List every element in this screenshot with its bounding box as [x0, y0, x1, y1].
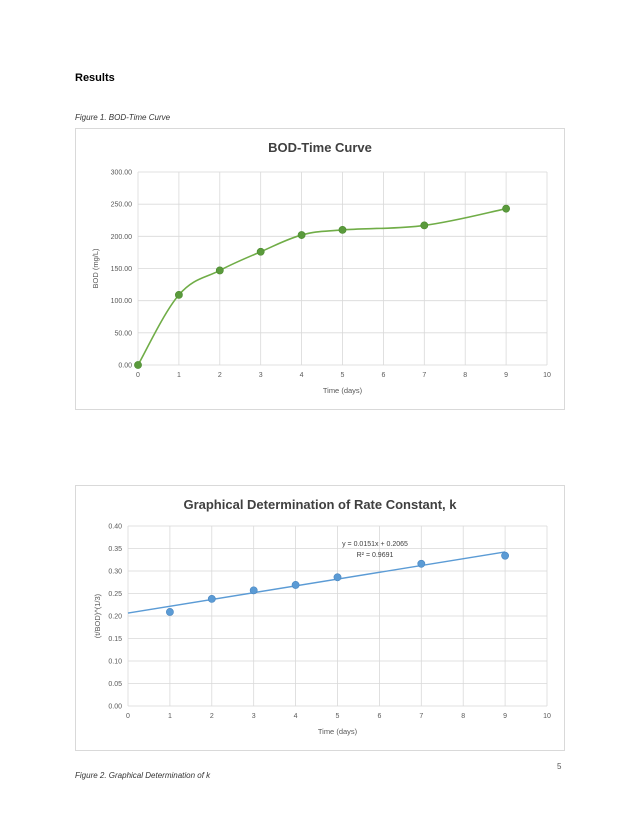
x-tick-label: 6	[381, 372, 385, 379]
y-tick-label: 300.00	[111, 170, 133, 177]
bod-time-chart-svg: BOD-Time Curve 0.00 50.00 100.00 150.00 200.0…	[91, 140, 551, 395]
x-tick-label: 0	[136, 372, 140, 379]
y-tick-label: 50.00	[114, 330, 132, 337]
x-tick-label: 6	[377, 713, 381, 720]
x-tick-label: 7	[422, 372, 426, 379]
x-tick-label: 2	[210, 713, 214, 720]
x-tick-label: 9	[504, 372, 508, 379]
y-tick-label: 150.00	[111, 266, 133, 273]
y-tick-label: 0.40	[108, 524, 122, 531]
results-heading: Results	[75, 72, 115, 84]
rate-constant-chart-svg: Graphical Determination of Rate Constant…	[93, 497, 551, 736]
x-tick-label: 1	[168, 713, 172, 720]
y-tick-label: 0.35	[108, 546, 122, 553]
x-tick-label: 2	[218, 372, 222, 379]
data-point	[333, 573, 342, 582]
y-tick-label: 0.00	[118, 363, 132, 370]
x-tick-label: 3	[259, 372, 263, 379]
page-marker: 5	[557, 762, 562, 771]
x-tick-label: 8	[463, 372, 467, 379]
series-line	[137, 207, 507, 366]
figure-2-caption: Figure 2. Graphical Determination of k	[75, 771, 211, 780]
data-point	[256, 247, 265, 256]
data-point	[338, 226, 347, 234]
y-axis-title: (t/BOD)^(1/3)	[93, 593, 102, 638]
data-point	[175, 290, 183, 299]
x-tick-label: 4	[300, 372, 304, 379]
x-tick-label: 8	[461, 713, 465, 720]
x-tick-label: 10	[543, 372, 551, 379]
y-tick-label: 0.10	[108, 659, 122, 666]
y-tick-label: 250.00	[111, 202, 133, 209]
x-tick-label: 0	[126, 713, 130, 720]
x-tick-label: 5	[341, 372, 345, 379]
data-point	[297, 231, 306, 239]
x-tick-label: 7	[419, 713, 423, 720]
y-tick-label: 200.00	[111, 234, 133, 241]
x-axis-title: Time (days)	[318, 727, 358, 736]
data-point	[134, 361, 142, 369]
x-tick-label: 3	[252, 713, 256, 720]
trendline-r-squared: R² = 0.9691	[357, 552, 394, 559]
y-tick-label: 0.05	[108, 681, 122, 688]
y-tick-label: 0.30	[108, 569, 122, 576]
x-tick-label: 5	[336, 713, 340, 720]
y-tick-label: 0.20	[108, 614, 122, 621]
rate-constant-chart: Graphical Determination of Rate Constant…	[75, 485, 565, 751]
chart-title: BOD-Time Curve	[268, 140, 372, 155]
data-point	[249, 586, 258, 595]
x-tick-label: 10	[543, 713, 551, 720]
x-tick-label: 9	[503, 713, 507, 720]
y-tick-label: 0.00	[108, 704, 122, 711]
trendline	[127, 551, 506, 614]
bod-time-chart: BOD-Time Curve 0.00 50.00 100.00 150.00 200.0…	[75, 128, 565, 410]
x-axis-title: Time (days)	[323, 386, 363, 395]
data-point	[291, 581, 300, 589]
data-point	[166, 608, 174, 616]
data-point	[502, 204, 510, 213]
y-axis-title: BOD (mg/L)	[91, 248, 100, 289]
figure-1-caption: Figure 1. BOD-Time Curve	[75, 113, 171, 122]
data-point	[420, 221, 429, 230]
data-point	[215, 266, 224, 275]
y-tick-label: 100.00	[111, 298, 133, 305]
data-point	[417, 559, 426, 568]
x-tick-label: 4	[294, 713, 298, 720]
chart-title: Graphical Determination of Rate Constant…	[183, 497, 457, 512]
data-point	[207, 595, 216, 603]
trendline-equation: y = 0.0151x + 0.2065	[342, 541, 408, 548]
x-tick-label: 1	[177, 372, 181, 379]
data-point	[501, 551, 509, 560]
y-tick-label: 0.25	[108, 591, 122, 598]
y-tick-label: 0.15	[108, 636, 122, 643]
